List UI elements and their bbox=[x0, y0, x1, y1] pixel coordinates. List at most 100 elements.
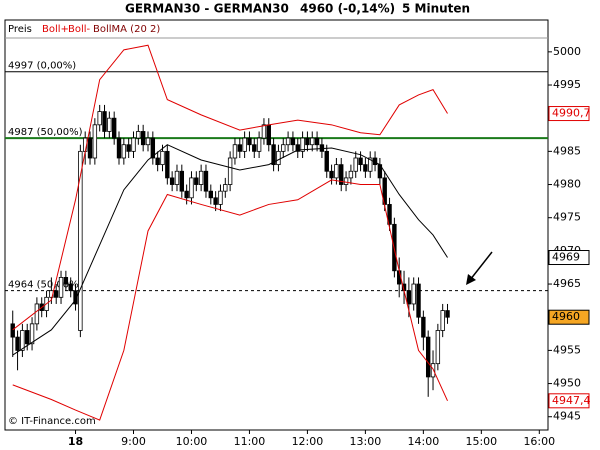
x-tick-label: 13:00 bbox=[350, 435, 382, 448]
candle-body bbox=[416, 283, 421, 318]
candle-body bbox=[218, 190, 223, 205]
candle-body bbox=[440, 310, 445, 331]
legend-item: Boll- bbox=[68, 24, 91, 35]
candle-body bbox=[58, 277, 64, 298]
candle-body bbox=[25, 330, 30, 345]
candle-body bbox=[68, 283, 73, 292]
candle-body bbox=[131, 137, 136, 152]
candle-body bbox=[435, 330, 441, 365]
chart-title: GERMAN30 - GERMAN30 bbox=[125, 2, 289, 16]
candle-body bbox=[223, 184, 228, 192]
x-tick-label: 12:00 bbox=[292, 435, 324, 448]
candle-body bbox=[348, 170, 354, 179]
x-tick-label: 10:00 bbox=[176, 435, 208, 448]
candle-body bbox=[252, 144, 257, 152]
price-change: 4960 (-0,14%) bbox=[300, 2, 395, 16]
candle-body bbox=[387, 204, 392, 225]
candle-body bbox=[184, 190, 189, 199]
candle-body bbox=[425, 336, 431, 378]
candle-body bbox=[305, 137, 310, 146]
end-label-box bbox=[548, 250, 590, 266]
candle-body bbox=[107, 117, 112, 132]
candle-body bbox=[227, 157, 233, 185]
x-tick-label: 15:00 bbox=[465, 435, 497, 448]
candle-body bbox=[266, 124, 271, 146]
candle-body bbox=[189, 177, 194, 199]
candle-body bbox=[334, 164, 339, 179]
candle-body bbox=[406, 290, 412, 305]
candle-body bbox=[213, 197, 218, 205]
indicator-line bbox=[12, 44, 448, 331]
end-label-box bbox=[548, 393, 590, 409]
x-tick-label: 14:00 bbox=[408, 435, 440, 448]
x-tick-label: 18 bbox=[68, 435, 83, 448]
candle-body bbox=[353, 157, 358, 172]
legend-item: Preis bbox=[8, 24, 32, 35]
level-label: 4987 (50,00%) bbox=[8, 127, 83, 138]
candle-body bbox=[242, 137, 247, 152]
plot-frame bbox=[4, 19, 549, 431]
candle-body bbox=[295, 144, 300, 152]
candle-body bbox=[339, 164, 344, 185]
end-label-box bbox=[548, 106, 590, 122]
x-tick-label: 16:00 bbox=[523, 435, 555, 448]
candle-body bbox=[20, 330, 25, 351]
candle-body bbox=[430, 363, 436, 378]
candle-body bbox=[29, 323, 35, 345]
candle-body bbox=[10, 323, 15, 338]
candle-body bbox=[140, 131, 146, 146]
candle-body bbox=[314, 137, 320, 146]
candle-body bbox=[145, 137, 151, 146]
candle-body bbox=[126, 144, 131, 152]
indicator-line bbox=[12, 144, 448, 356]
candle-body bbox=[247, 137, 252, 146]
x-tick-label: 11:00 bbox=[234, 435, 266, 448]
candle-body bbox=[155, 157, 160, 166]
level-label: 4997 (0,00%) bbox=[8, 61, 76, 72]
legend-item: BollMA (20 2) bbox=[93, 24, 160, 35]
y-tick-label: 4955 bbox=[553, 343, 581, 356]
candle-body bbox=[73, 290, 78, 305]
candle-body bbox=[261, 124, 267, 139]
candle-body bbox=[324, 150, 329, 172]
candle-body bbox=[194, 177, 199, 185]
end-label: 4969 bbox=[552, 251, 580, 264]
candle-body bbox=[290, 137, 296, 146]
candle-body bbox=[310, 137, 315, 146]
arrow-head bbox=[466, 274, 476, 285]
candle-body bbox=[208, 190, 213, 199]
candle-body bbox=[256, 137, 262, 152]
candle-body bbox=[300, 137, 305, 152]
candle-body bbox=[150, 137, 156, 159]
footer: © IT-Finance.com bbox=[8, 416, 96, 427]
candle-body bbox=[343, 177, 349, 185]
candle-body bbox=[78, 150, 83, 331]
candle-body bbox=[116, 137, 122, 159]
candle-body bbox=[281, 144, 286, 152]
indicator-line bbox=[12, 179, 448, 421]
candle-body bbox=[174, 170, 180, 185]
candle-body bbox=[87, 137, 93, 159]
candle-body bbox=[160, 150, 165, 166]
y-tick-label: 4950 bbox=[553, 377, 581, 390]
candle-body bbox=[198, 170, 204, 185]
candle-body bbox=[179, 170, 185, 192]
y-tick-label: 4985 bbox=[553, 144, 581, 157]
candle-body bbox=[63, 277, 69, 285]
y-tick-label: 5000 bbox=[553, 45, 581, 58]
candle-body bbox=[368, 157, 373, 172]
x-tick-label: 9:00 bbox=[121, 435, 146, 448]
candle-body bbox=[169, 177, 175, 185]
candle-body bbox=[271, 144, 276, 166]
y-tick-label: 4980 bbox=[553, 178, 581, 191]
candle-body bbox=[363, 164, 368, 172]
candle-body bbox=[34, 303, 40, 325]
candle-body bbox=[329, 170, 334, 179]
candle-body bbox=[232, 144, 238, 159]
end-label: 4960 bbox=[552, 310, 580, 323]
legend-item: Boll+ bbox=[42, 24, 69, 35]
y-tick-label: 4975 bbox=[553, 211, 581, 224]
candle-body bbox=[111, 117, 117, 139]
interval: 5 Minuten bbox=[402, 2, 470, 16]
